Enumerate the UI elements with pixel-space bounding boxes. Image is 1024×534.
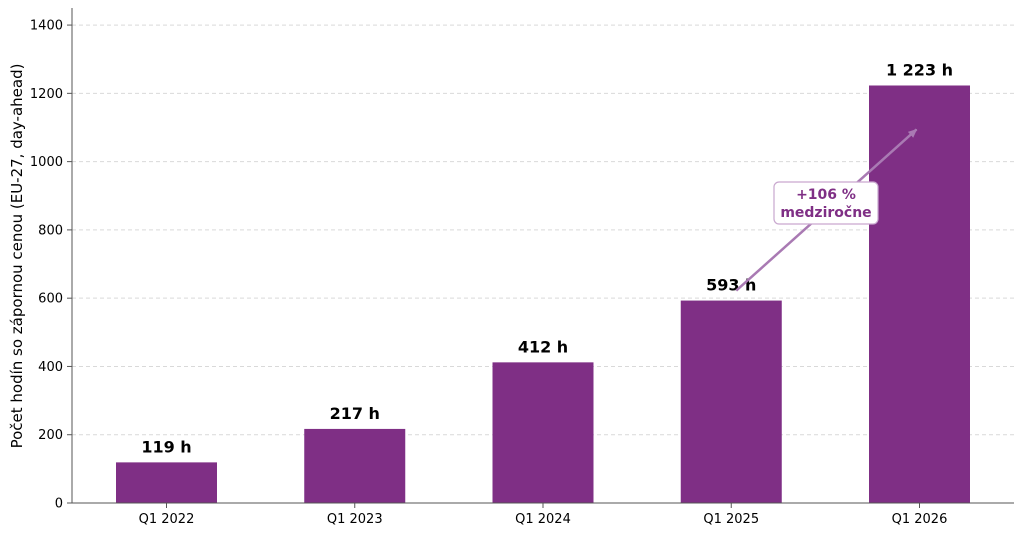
x-tick-label: Q1 2026 bbox=[892, 512, 948, 527]
data-label: 217 h bbox=[330, 404, 380, 423]
bar bbox=[116, 462, 217, 503]
y-tick-label: 200 bbox=[38, 428, 63, 443]
y-tick-label: 400 bbox=[38, 360, 63, 375]
y-axis-label: Počet hodín so zápornou cenou (EU-27, da… bbox=[8, 64, 26, 449]
bars bbox=[116, 85, 970, 503]
x-tick-label: Q1 2024 bbox=[515, 512, 571, 527]
ticks: 0 200 400 600 800 1000 1200 1400 Q1 2022 Q1 2023 Q… bbox=[30, 19, 947, 527]
bar bbox=[869, 85, 970, 503]
data-label: 119 h bbox=[141, 437, 191, 456]
x-tick-label: Q1 2023 bbox=[327, 512, 383, 527]
annotation-box bbox=[773, 181, 879, 225]
bar bbox=[492, 362, 594, 503]
annotation: +106 % medziročne bbox=[735, 128, 918, 292]
y-tick-label: 1400 bbox=[30, 19, 63, 34]
bar bbox=[680, 300, 782, 503]
annotation-line-2: medziročne bbox=[780, 205, 871, 221]
y-tick-label: 600 bbox=[38, 292, 63, 307]
data-label: 412 h bbox=[518, 337, 568, 356]
data-label: 1 223 h bbox=[886, 60, 953, 79]
x-tick-label: Q1 2022 bbox=[139, 512, 195, 527]
annotation-line-1: +106 % bbox=[796, 187, 856, 203]
grid-lines bbox=[72, 24, 1014, 436]
data-labels: 119 h 217 h 412 h 593 h 1 223 h bbox=[141, 60, 953, 456]
x-tick-label: Q1 2025 bbox=[703, 512, 759, 527]
data-label: 593 h bbox=[706, 276, 756, 295]
y-tick-label: 800 bbox=[38, 223, 63, 238]
y-tick-label: 1000 bbox=[30, 155, 63, 170]
y-tick-label: 1200 bbox=[30, 87, 63, 102]
y-tick-label: 0 bbox=[55, 497, 63, 512]
bar bbox=[304, 428, 406, 503]
